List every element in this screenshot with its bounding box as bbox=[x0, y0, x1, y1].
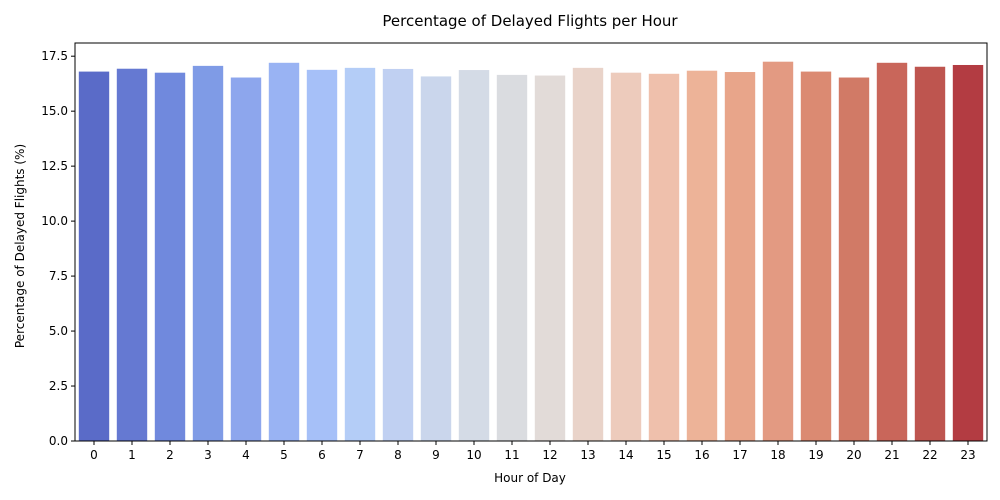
bar-hour-7 bbox=[344, 67, 376, 442]
bar-hour-10 bbox=[458, 70, 490, 441]
bars-group bbox=[78, 61, 984, 442]
y-tick-label: 0.0 bbox=[49, 434, 68, 448]
bar-hour-19 bbox=[800, 71, 832, 441]
bar-hour-13 bbox=[572, 67, 604, 442]
x-tick-label: 23 bbox=[960, 448, 975, 462]
x-tick-label: 14 bbox=[618, 448, 633, 462]
x-tick-label: 13 bbox=[580, 448, 595, 462]
bar-hour-14 bbox=[610, 72, 642, 441]
bar-hour-15 bbox=[648, 73, 680, 441]
x-axis-label: Hour of Day bbox=[494, 471, 566, 485]
x-tick-label: 11 bbox=[504, 448, 519, 462]
x-axis: 0 1 2 3 4 5 6 7 8 9 10 11 12 13 14 15 16 17 18 19 20 21 22 23 bbox=[90, 441, 976, 462]
bar-hour-22 bbox=[914, 66, 946, 441]
y-tick-label: 7.5 bbox=[49, 269, 68, 283]
x-tick-label: 5 bbox=[280, 448, 288, 462]
y-tick-label: 2.5 bbox=[49, 379, 68, 393]
x-tick-label: 17 bbox=[732, 448, 747, 462]
y-tick-label: 10.0 bbox=[41, 214, 68, 228]
x-tick-label: 21 bbox=[884, 448, 899, 462]
bar-hour-4 bbox=[230, 77, 262, 442]
bar-hour-6 bbox=[306, 69, 338, 441]
bar-hour-8 bbox=[382, 68, 414, 441]
y-tick-label: 15.0 bbox=[41, 104, 68, 118]
x-tick-label: 12 bbox=[542, 448, 557, 462]
x-tick-label: 10 bbox=[466, 448, 481, 462]
bar-hour-18 bbox=[762, 61, 794, 441]
bar-hour-2 bbox=[154, 72, 186, 441]
bar-hour-9 bbox=[420, 76, 452, 441]
bar-hour-17 bbox=[724, 72, 756, 441]
x-tick-label: 1 bbox=[128, 448, 136, 462]
bar-hour-12 bbox=[534, 75, 566, 442]
bar-hour-1 bbox=[116, 68, 148, 441]
x-tick-label: 8 bbox=[394, 448, 402, 462]
chart-title: Percentage of Delayed Flights per Hour bbox=[382, 12, 678, 30]
y-axis-label: Percentage of Delayed Flights (%) bbox=[13, 144, 27, 348]
y-tick-label: 12.5 bbox=[41, 159, 68, 173]
x-tick-label: 3 bbox=[204, 448, 212, 462]
bar-hour-16 bbox=[686, 70, 718, 441]
bar-hour-0 bbox=[78, 71, 110, 441]
bar-hour-21 bbox=[876, 62, 908, 442]
x-tick-label: 9 bbox=[432, 448, 440, 462]
x-tick-label: 15 bbox=[656, 448, 671, 462]
bar-hour-23 bbox=[952, 64, 984, 441]
x-tick-label: 0 bbox=[90, 448, 98, 462]
x-tick-label: 2 bbox=[166, 448, 174, 462]
x-tick-label: 4 bbox=[242, 448, 250, 462]
x-tick-label: 19 bbox=[808, 448, 823, 462]
plot-frame bbox=[74, 42, 988, 442]
bar-hour-3 bbox=[192, 65, 224, 442]
x-tick-label: 22 bbox=[922, 448, 937, 462]
y-tick-label: 17.5 bbox=[41, 49, 68, 63]
y-tick-label: 5.0 bbox=[49, 324, 68, 338]
bar-hour-5 bbox=[268, 62, 300, 442]
bar-hour-11 bbox=[496, 74, 528, 442]
x-tick-label: 18 bbox=[770, 448, 785, 462]
y-axis: 0.0 2.5 5.0 7.5 10.0 12.5 15.0 17.5 bbox=[41, 49, 75, 448]
x-tick-label: 7 bbox=[356, 448, 364, 462]
x-tick-label: 6 bbox=[318, 448, 326, 462]
bar-hour-20 bbox=[838, 77, 870, 442]
x-tick-label: 16 bbox=[694, 448, 709, 462]
x-tick-label: 20 bbox=[846, 448, 861, 462]
